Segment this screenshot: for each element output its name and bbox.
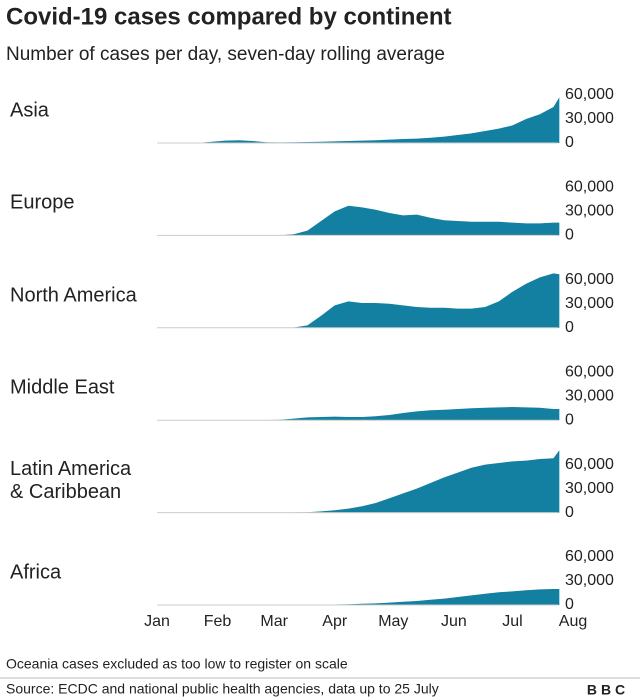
area <box>157 589 560 605</box>
y-tick-label: 30,000 <box>565 295 614 312</box>
x-tick-label: Jul <box>502 613 522 630</box>
panel-label: North America <box>10 284 137 307</box>
y-tick-label: 60,000 <box>565 271 614 288</box>
panel-label: Latin America & Caribbean <box>10 457 132 503</box>
source: Source: ECDC and national public health … <box>6 681 439 697</box>
x-tick-label: Jan <box>144 613 170 630</box>
y-tick-label: 30,000 <box>565 203 614 220</box>
panel-label: Middle East <box>10 376 115 399</box>
x-tick-label: Aug <box>559 613 587 630</box>
y-tick-label: 0 <box>565 596 574 613</box>
note: Oceania cases excluded as too low to reg… <box>6 656 348 672</box>
y-tick-label: 60,000 <box>565 456 614 473</box>
y-tick-label: 60,000 <box>565 363 614 380</box>
y-tick-label: 0 <box>565 134 574 151</box>
area <box>157 97 560 143</box>
y-tick-label: 0 <box>565 319 574 336</box>
chart-subtitle: Number of cases per day, seven-day rolli… <box>6 44 445 65</box>
logo-box <box>582 683 634 697</box>
y-tick-label: 30,000 <box>565 110 614 127</box>
area <box>157 273 560 328</box>
y-tick-label: 60,000 <box>565 86 614 103</box>
y-tick-label: 0 <box>565 504 574 521</box>
area <box>157 407 560 421</box>
y-tick-label: 0 <box>565 227 574 244</box>
y-tick-label: 30,000 <box>565 572 614 589</box>
y-tick-label: 0 <box>565 411 574 428</box>
y-tick-label: 30,000 <box>565 387 614 404</box>
x-tick-label: Mar <box>260 613 288 630</box>
y-tick-label: 60,000 <box>565 179 614 196</box>
area <box>157 205 560 236</box>
chart-title: Covid-19 cases compared by continent <box>6 3 451 30</box>
x-tick-label: Apr <box>322 613 348 630</box>
area <box>157 450 560 513</box>
logo: BBC <box>587 682 629 698</box>
y-tick-label: 60,000 <box>565 548 614 565</box>
x-tick-label: Feb <box>204 613 232 630</box>
panel-label: Asia <box>10 99 49 122</box>
panel-label: Africa <box>10 561 62 584</box>
y-tick-label: 30,000 <box>565 480 614 497</box>
x-tick-label: May <box>378 613 408 630</box>
x-tick-label: Jun <box>441 613 467 630</box>
panel-label: Europe <box>10 191 75 214</box>
